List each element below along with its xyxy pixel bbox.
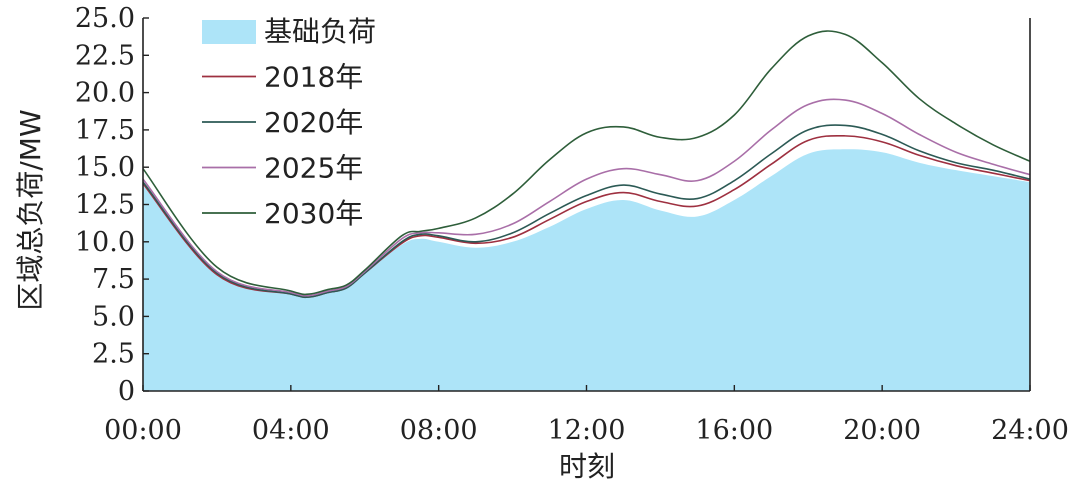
y-tick-label: 17.5: [75, 115, 135, 146]
y-tick-label: 22.5: [75, 40, 135, 71]
y-tick-label: 2.5: [92, 339, 135, 370]
y-tick-label: 5.0: [92, 301, 135, 332]
series-area-base-load: [143, 149, 1030, 391]
y-tick-label: 25.0: [75, 3, 135, 34]
legend-label: 基础负荷: [264, 15, 376, 48]
legend-label: 2018年: [264, 61, 363, 94]
legend-label: 2030年: [264, 197, 363, 230]
x-tick-label: 00:00: [104, 415, 182, 446]
x-tick-label: 08:00: [400, 415, 478, 446]
x-tick-label: 24:00: [991, 415, 1069, 446]
series-line-2: [142, 124, 1031, 299]
y-tick-label: 15.0: [75, 152, 135, 183]
y-tick-label: 7.5: [92, 264, 135, 295]
area-layer: [143, 149, 1030, 391]
legend: 基础负荷 2018年 2020年 2025年 2030年: [202, 15, 376, 230]
x-axis-title: 时刻: [559, 450, 615, 483]
legend-label: 2025年: [264, 152, 363, 185]
y-tick-label: 12.5: [75, 190, 135, 221]
y-tick-label: 10.0: [75, 227, 135, 258]
x-tick-label: 16:00: [695, 415, 773, 446]
x-tick-label: 12:00: [548, 415, 626, 446]
y-tick-label: 20.0: [75, 78, 135, 109]
legend-swatch-base-load: [202, 20, 256, 44]
y-axis-title: 区域总负荷/MW: [14, 109, 47, 310]
axes-layer: 0 2.5 5.0 7.5 10.0 12.5 15.0 17.5 20.0 22.5 25.0 00…: [75, 3, 1069, 446]
line-layer: [142, 30, 1031, 299]
x-tick-label: 04:00: [252, 415, 330, 446]
series-line-3: [142, 98, 1031, 297]
legend-label: 2020年: [264, 106, 363, 139]
y-tick-label: 0: [118, 376, 135, 407]
series-line-4: [142, 30, 1031, 296]
x-tick-label: 20:00: [843, 415, 921, 446]
